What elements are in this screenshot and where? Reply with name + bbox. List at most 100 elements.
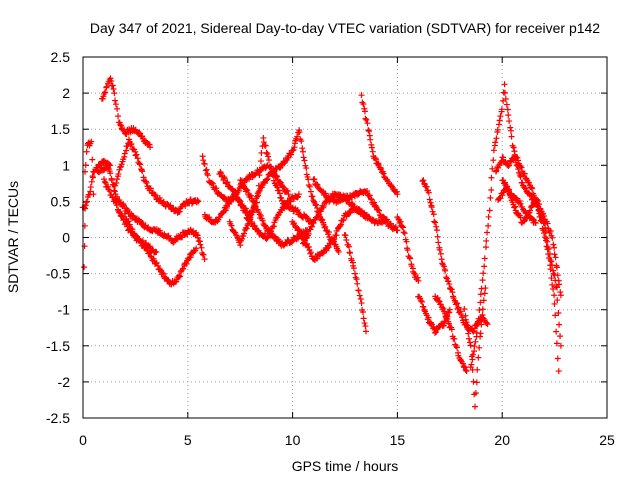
data-point-marker xyxy=(496,117,503,124)
data-point-marker xyxy=(195,198,202,205)
data-point-marker xyxy=(337,222,344,229)
data-point-marker xyxy=(421,307,428,314)
data-point-marker xyxy=(194,197,201,204)
data-point-marker xyxy=(425,189,432,196)
data-point-marker xyxy=(360,309,367,316)
data-point-marker xyxy=(480,297,487,304)
data-point-marker xyxy=(250,222,257,229)
data-point-marker xyxy=(473,379,480,386)
data-point-marker xyxy=(102,89,109,96)
data-point-marker xyxy=(308,223,315,230)
data-point-marker xyxy=(236,196,243,203)
data-point-marker xyxy=(202,167,209,174)
data-point-marker xyxy=(88,138,95,145)
data-point-marker xyxy=(350,265,357,272)
data-point-marker xyxy=(224,179,231,186)
data-point-marker xyxy=(552,254,559,261)
data-point-marker xyxy=(506,186,513,193)
data-point-marker xyxy=(535,198,542,205)
data-point-marker xyxy=(549,281,556,288)
series-arc-12 xyxy=(226,169,317,249)
data-point-marker xyxy=(448,286,455,293)
data-point-marker xyxy=(516,197,523,204)
data-point-marker xyxy=(488,187,495,194)
y-tick-label: -2.5 xyxy=(46,410,70,426)
data-point-marker xyxy=(495,121,502,128)
data-point-marker xyxy=(159,269,166,276)
data-point-marker xyxy=(83,199,90,206)
data-point-marker xyxy=(501,81,508,88)
y-tick-label: -2 xyxy=(58,374,71,390)
data-point-marker xyxy=(257,212,264,219)
y-tick-label: 0.5 xyxy=(51,193,71,209)
data-point-marker xyxy=(153,248,160,255)
data-point-marker xyxy=(255,192,262,199)
data-point-marker xyxy=(120,200,127,207)
data-point-marker xyxy=(90,191,97,198)
data-point-marker xyxy=(136,160,143,167)
data-point-marker xyxy=(374,206,381,213)
data-point-marker xyxy=(471,343,478,350)
series-arc-19 xyxy=(358,92,401,198)
data-point-marker xyxy=(295,227,302,234)
data-point-marker xyxy=(555,309,562,316)
data-point-marker xyxy=(526,207,533,214)
data-point-marker xyxy=(83,148,90,155)
data-point-marker xyxy=(153,259,160,266)
data-point-marker xyxy=(256,172,263,179)
data-point-marker xyxy=(404,246,411,253)
data-point-marker xyxy=(472,338,479,345)
data-point-marker xyxy=(124,206,131,213)
data-point-marker xyxy=(519,179,526,186)
data-point-marker xyxy=(430,211,437,218)
data-point-marker xyxy=(89,156,96,163)
data-point-marker xyxy=(499,192,506,199)
data-point-marker xyxy=(280,184,287,191)
data-point-marker xyxy=(540,212,547,219)
data-point-marker xyxy=(435,239,442,246)
data-point-marker xyxy=(418,298,425,305)
data-point-marker xyxy=(488,174,495,181)
data-point-marker xyxy=(103,83,110,90)
data-point-marker xyxy=(484,229,491,236)
data-point-marker xyxy=(111,90,118,97)
data-point-marker xyxy=(346,243,353,250)
data-point-marker xyxy=(107,75,114,82)
data-point-marker xyxy=(156,266,163,273)
data-point-marker xyxy=(465,335,472,342)
data-point-marker xyxy=(183,260,190,267)
data-point-marker xyxy=(347,250,354,257)
data-point-marker xyxy=(279,183,286,190)
data-point-marker xyxy=(417,297,424,304)
data-point-marker xyxy=(256,166,263,173)
data-point-marker xyxy=(541,234,548,241)
data-point-marker xyxy=(455,304,462,311)
data-point-marker xyxy=(147,243,154,250)
data-point-marker xyxy=(361,108,368,115)
data-point-marker xyxy=(362,188,369,195)
data-point-marker xyxy=(250,198,257,205)
data-point-marker xyxy=(431,329,438,336)
data-point-marker xyxy=(136,129,143,136)
series-arc-8 xyxy=(121,210,160,256)
data-point-marker xyxy=(497,195,504,202)
y-tick-label: 0 xyxy=(62,230,70,246)
data-point-marker xyxy=(473,329,480,336)
data-point-marker xyxy=(360,315,367,322)
data-point-marker xyxy=(522,185,529,192)
data-point-marker xyxy=(394,191,401,198)
data-point-marker xyxy=(461,306,468,313)
data-point-marker xyxy=(435,297,442,304)
data-point-marker xyxy=(358,92,365,99)
data-point-marker xyxy=(448,326,455,333)
data-point-marker xyxy=(437,250,444,257)
data-point-marker xyxy=(542,237,549,244)
data-point-marker xyxy=(114,105,121,112)
data-point-marker xyxy=(444,315,451,322)
data-point-marker xyxy=(415,277,422,284)
data-point-marker xyxy=(431,218,438,225)
data-point-marker xyxy=(459,360,466,367)
data-point-marker xyxy=(550,270,557,277)
data-point-marker xyxy=(485,222,492,229)
data-point-marker xyxy=(480,270,487,277)
